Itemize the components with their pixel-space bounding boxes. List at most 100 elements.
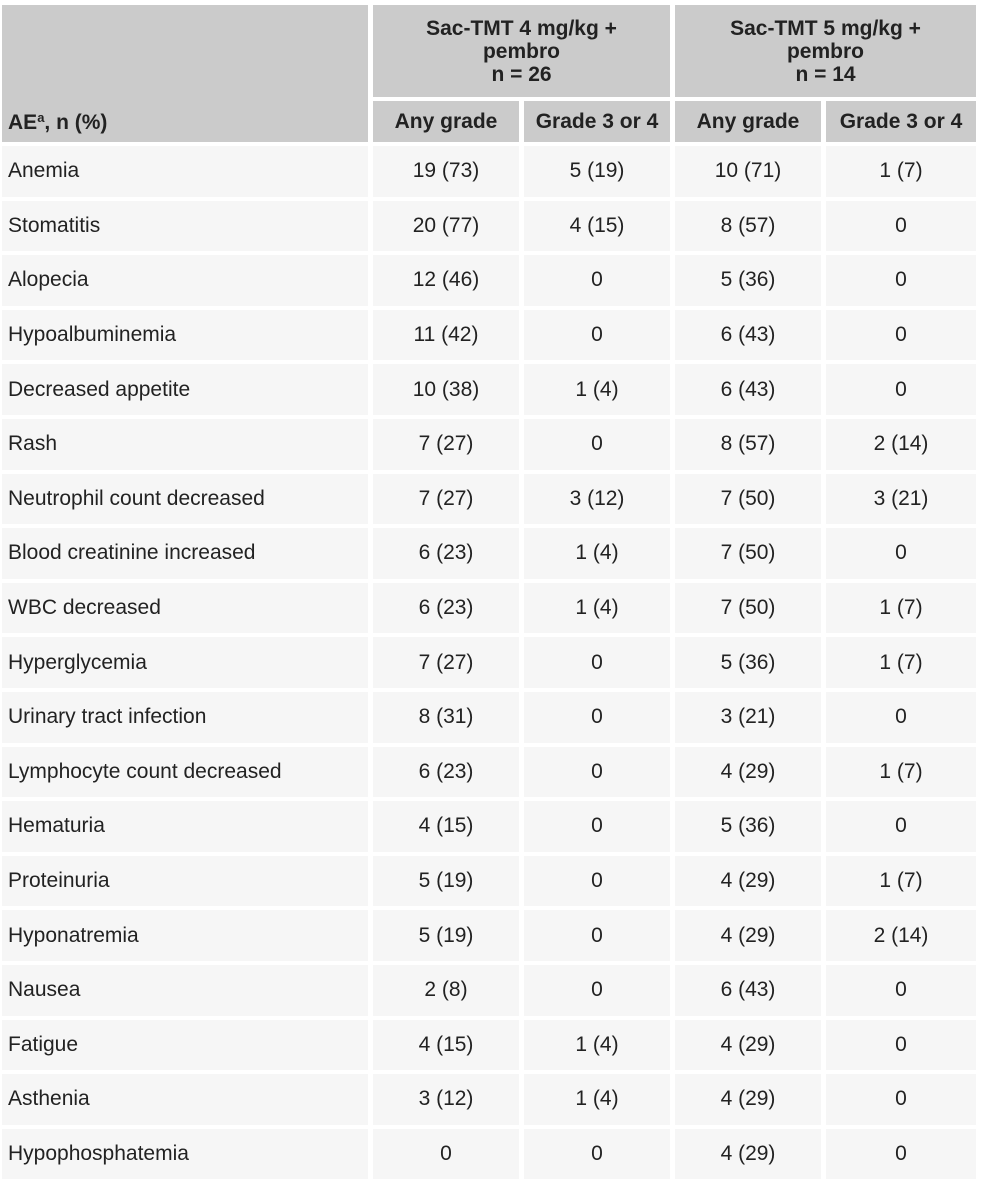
value-cell: 4 (29) [675, 1019, 821, 1071]
value-cell: 0 [826, 255, 976, 306]
value-cell: 20 (77) [373, 200, 519, 252]
ae-name-cell: Neutrophil count decreased [2, 473, 368, 525]
value-cell: 6 (43) [675, 364, 821, 415]
table-row: Decreased appetite 10 (38) 1 (4) 6 (43) 0 [2, 364, 976, 415]
value-cell: 4 (15) [524, 200, 670, 252]
value-cell: 4 (29) [675, 746, 821, 798]
value-cell: 4 (29) [675, 1074, 821, 1125]
value-cell: 7 (50) [675, 473, 821, 525]
value-cell: 12 (46) [373, 255, 519, 306]
ae-name-cell: Urinary tract infection [2, 691, 368, 743]
ae-name-cell: Hyperglycemia [2, 637, 368, 688]
table-row: Proteinuria 5 (19) 0 4 (29) 1 (7) [2, 855, 976, 907]
ae-name-cell: Hypophosphatemia [2, 1128, 368, 1180]
value-cell: 0 [826, 200, 976, 252]
value-cell: 8 (57) [675, 200, 821, 252]
value-cell: 5 (36) [675, 637, 821, 688]
group-header-row: AEa, n (%) Sac-TMT 4 mg/kg + pembro n = 26… [2, 5, 976, 142]
value-cell: 7 (27) [373, 418, 519, 470]
table-row: Hypophosphatemia 0 0 4 (29) 0 [2, 1128, 976, 1180]
ae-name-cell: Alopecia [2, 255, 368, 306]
ae-name-cell: Rash [2, 418, 368, 470]
group-line: pembro [786, 39, 864, 63]
value-cell: 0 [524, 1128, 670, 1180]
ae-name-cell: Nausea [2, 964, 368, 1016]
value-cell: 4 (15) [373, 801, 519, 852]
value-cell: 7 (27) [373, 637, 519, 688]
value-cell: 1 (7) [826, 637, 976, 688]
value-cell: 8 (57) [675, 418, 821, 470]
value-cell: 1 (4) [524, 582, 670, 634]
value-cell: 1 (7) [826, 582, 976, 634]
value-cell: 0 [826, 364, 976, 415]
value-cell: 4 (29) [675, 855, 821, 907]
value-cell: 3 (21) [675, 691, 821, 743]
value-cell: 3 (21) [826, 473, 976, 525]
table-row: Anemia 19 (73) 5 (19) 10 (71) 1 (7) [2, 146, 976, 197]
table-row: Blood creatinine increased 6 (23) 1 (4) 7 (… [2, 528, 976, 579]
ae-name-cell: Lymphocyte count decreased [2, 746, 368, 798]
value-cell: 0 [524, 255, 670, 306]
value-cell: 5 (19) [524, 146, 670, 197]
subheader-any-grade: Any grade [675, 101, 821, 142]
value-cell: 1 (7) [826, 746, 976, 798]
value-cell: 0 [826, 801, 976, 852]
value-cell: 7 (27) [373, 473, 519, 525]
value-cell: 5 (36) [675, 255, 821, 306]
table-row: Stomatitis 20 (77) 4 (15) 8 (57) 0 [2, 200, 976, 252]
value-cell: 5 (19) [373, 855, 519, 907]
table-row: Hyponatremia 5 (19) 0 4 (29) 2 (14) [2, 910, 976, 961]
table-row: Hypoalbuminemia 11 (42) 0 6 (43) 0 [2, 309, 976, 361]
value-cell: 10 (71) [675, 146, 821, 197]
value-cell: 1 (4) [524, 364, 670, 415]
table-row: Rash 7 (27) 0 8 (57) 2 (14) [2, 418, 976, 470]
value-cell: 4 (15) [373, 1019, 519, 1071]
value-cell: 5 (19) [373, 910, 519, 961]
subheader-row: Any grade Grade 3 or 4 Any grade Grade 3… [2, 101, 976, 142]
ae-name-cell: Hematuria [2, 801, 368, 852]
value-cell: 0 [826, 964, 976, 1016]
value-cell: 0 [524, 964, 670, 1016]
ae-name-cell: Proteinuria [2, 855, 368, 907]
table-row: Asthenia 3 (12) 1 (4) 4 (29) 0 [2, 1074, 976, 1125]
table-row: Urinary tract infection 8 (31) 0 3 (21) 0 [2, 691, 976, 743]
value-cell: 1 (4) [524, 1019, 670, 1071]
value-cell: 11 (42) [373, 309, 519, 361]
value-cell: 0 [524, 801, 670, 852]
ae-name-cell: Stomatitis [2, 200, 368, 252]
value-cell: 1 (7) [826, 855, 976, 907]
value-cell: 1 (4) [524, 1074, 670, 1125]
value-cell: 0 [524, 746, 670, 798]
value-cell: 0 [826, 1128, 976, 1180]
value-cell: 0 [524, 691, 670, 743]
ae-column-header: AEa, n (%) [2, 5, 368, 142]
table-row: Lymphocyte count decreased 6 (23) 0 4 (29) 1… [2, 746, 976, 798]
ae-name-cell: Fatigue [2, 1019, 368, 1071]
value-cell: 2 (14) [826, 418, 976, 470]
value-cell: 1 (7) [826, 146, 976, 197]
subheader-grade-3-4: Grade 3 or 4 [524, 101, 670, 142]
value-cell: 0 [524, 910, 670, 961]
ae-header-suffix: , n (%) [44, 111, 108, 134]
value-cell: 5 (36) [675, 801, 821, 852]
group-n: n = 26 [491, 62, 552, 86]
value-cell: 0 [826, 528, 976, 579]
ae-name-cell: Asthenia [2, 1074, 368, 1125]
group-line: pembro [482, 39, 560, 63]
value-cell: 4 (29) [675, 910, 821, 961]
group-line: Sac-TMT 5 mg/kg + [730, 16, 921, 40]
value-cell: 3 (12) [373, 1074, 519, 1125]
value-cell: 7 (50) [675, 582, 821, 634]
ae-name-cell: WBC decreased [2, 582, 368, 634]
group-n: n = 14 [795, 62, 856, 86]
group-header-4mg: Sac-TMT 4 mg/kg + pembro n = 26 [373, 5, 670, 97]
value-cell: 0 [524, 855, 670, 907]
subheader-grade-3-4: Grade 3 or 4 [826, 101, 976, 142]
ae-name-cell: Anemia [2, 146, 368, 197]
value-cell: 0 [373, 1128, 519, 1180]
value-cell: 6 (23) [373, 746, 519, 798]
group-line: Sac-TMT 4 mg/kg + [426, 16, 617, 40]
value-cell: 6 (43) [675, 964, 821, 1016]
value-cell: 0 [524, 418, 670, 470]
value-cell: 0 [826, 1019, 976, 1071]
